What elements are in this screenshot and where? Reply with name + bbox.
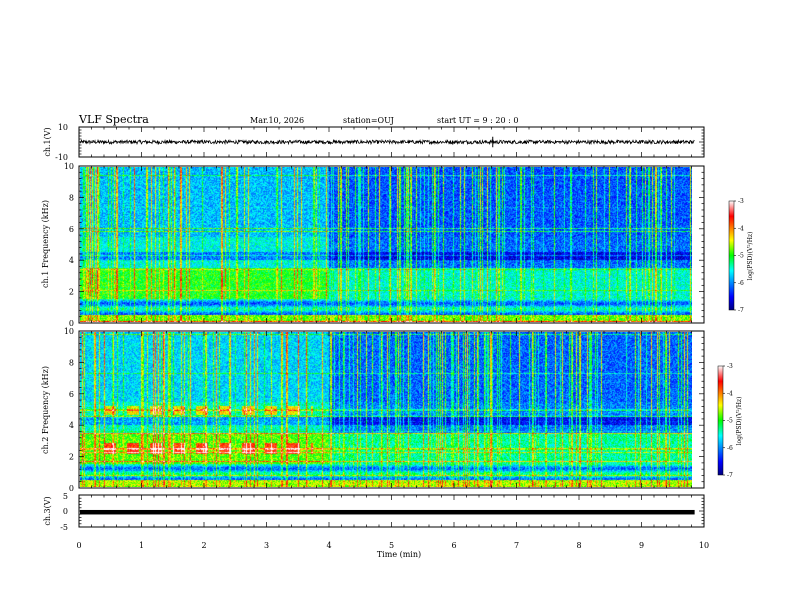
freq-tick-label: 4 [69,421,74,430]
freq-tick-label: 0 [69,319,74,328]
freq-tick-label: 10 [64,162,74,171]
ch1-waveform-trace [79,136,695,148]
start-time-label: start UT = 9 : 20 : 0 [437,116,519,125]
ch3-ytick-top: 5 [63,492,68,501]
time-tick-label: 6 [451,541,456,550]
ch3-ytick-mid: 0 [63,507,68,516]
time-tick-label: 2 [201,541,206,550]
ch1-spectrogram-panel: 0 2 4 6 8 10 ch.1 Frequency (kHz) [41,162,705,328]
colorbar-tick-label: -6 [727,445,733,452]
freq-tick-label: 8 [69,193,74,202]
ch3-waveform-panel: 5 0 -5 ch.3(V) [43,492,705,532]
time-tick-label: 4 [326,541,331,550]
ch2-spectrogram-ticks: 0 2 4 6 8 10 [64,327,705,493]
ch3-ticks [78,494,705,528]
colorbar-tick-label: -5 [738,253,744,260]
colorbar-tick-label: -6 [738,280,744,287]
freq-tick-label: 4 [69,256,74,265]
freq-tick-label: 8 [69,358,74,367]
time-axis-label: Time (min) [377,550,421,559]
freq-tick-label: 6 [69,225,74,234]
time-tick-label: 7 [514,541,519,550]
time-tick-label: 9 [639,541,644,550]
colorbar-tick-label: -4 [727,390,733,397]
time-axis: 0 1 2 3 4 5 6 7 8 9 10 [76,541,709,550]
ch1-colorbar: -3 -4 -5 -6 -7 log(PSD)(V²/Hz) [728,198,754,314]
ch3-ytick-bottom: -5 [60,523,68,532]
freq-tick-label: 0 [69,484,74,493]
ch2-spectrogram-ylabel-text: ch.2 Frequency (kHz) [41,366,50,454]
ch3-waveform-trace [80,509,695,515]
ch1-ylabel: ch.1(V) [43,127,52,156]
freq-tick-label: 6 [69,390,74,399]
colorbar-tick-label: -3 [738,198,744,205]
ch1-ticks [78,126,705,158]
ch2-colorbar-label: log(PSD)(V²/Hz) [736,397,743,446]
ch2-spectrogram-image [80,332,692,487]
ch1-spectrogram-ylabel: ch.1 Frequency (kHz) [41,200,50,288]
ch1-ytick-top: 10 [58,123,68,132]
station-label: station=OUJ [343,116,394,125]
ch1-spectrogram-image [80,167,692,322]
ch2-colorbar: -3 -4 -5 -6 -7 log(PSD)(V²/Hz) [717,363,743,479]
freq-tick-label: 10 [64,327,74,336]
time-tick-label: 10 [699,541,709,550]
time-tick-label: 1 [139,541,144,550]
colorbar-tick-label: -4 [738,225,744,232]
colorbar-tick-label: -3 [727,363,733,370]
ch1-spectrogram-ticks: 0 2 4 6 8 10 [64,162,705,328]
ch1-ytick-bottom: -10 [55,153,68,162]
chart-title: VLF Spectra [79,113,149,126]
time-tick-label: 5 [389,541,394,550]
colorbar-tick-label: -7 [727,472,733,479]
ch3-waveform-band [80,509,695,515]
freq-tick-label: 2 [69,288,74,297]
time-tick-label: 3 [264,541,269,550]
time-tick-label: 0 [76,541,81,550]
ch1-waveform-line [79,138,695,146]
ch2-spectrogram-panel: 0 2 4 6 8 10 ch.2 Frequency (kHz) [41,327,705,493]
ch1-spectrogram-ylabel-text: ch.1 Frequency (kHz) [41,200,50,288]
colorbar-tick-label: -7 [738,307,744,314]
date-label: Mar.10, 2026 [250,116,305,125]
ch1-colorbar-label: log(PSD)(V²/Hz) [747,232,754,281]
ch3-ylabel: ch.3(V) [43,496,52,525]
freq-tick-label: 2 [69,453,74,462]
ch1-waveform-panel: 10 -10 ch.1(V) [43,123,705,162]
colorbar-tick-label: -5 [727,418,733,425]
time-tick-label: 8 [576,541,581,550]
ch2-spectrogram-ylabel: ch.2 Frequency (kHz) [41,366,50,454]
